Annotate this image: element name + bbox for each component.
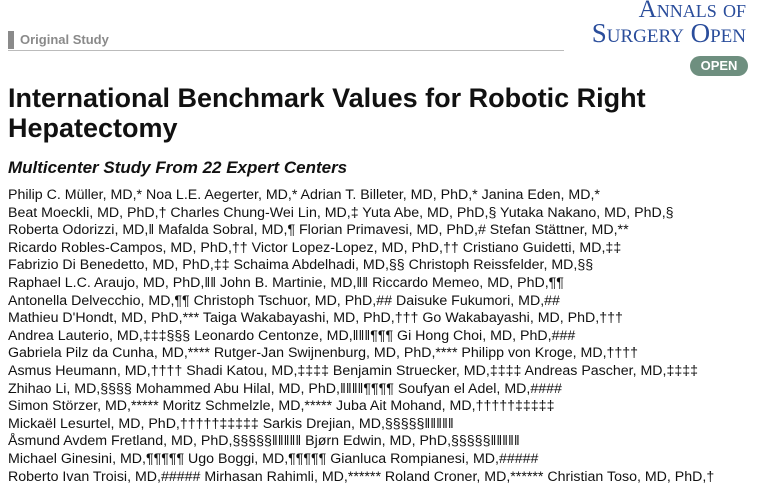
author-line: Ricardo Robles-Campos, MD, PhD,†† Victor…: [8, 239, 622, 256]
author-line: Antonella Delvecchio, MD,¶¶ Christoph Ts…: [8, 292, 560, 309]
author-line: Mathieu D'Hondt, MD, PhD,*** Taiga Wakab…: [8, 310, 623, 327]
open-badge: OPEN: [690, 56, 748, 76]
journal-name: Annals of: [638, 0, 746, 23]
header-rule: [8, 50, 564, 51]
author-line: Andrea Lauterio, MD,‡‡‡§§§ Leonardo Cent…: [8, 327, 576, 344]
journal-name: Surgery Open: [591, 18, 746, 48]
article-title: International Benchmark Values for Robot…: [8, 83, 646, 143]
author-line: Roberto Ivan Troisi, MD,##### Mirhasan R…: [8, 468, 715, 485]
author-line: Beat Moeckli, MD, PhD,† Charles Chung-We…: [8, 204, 674, 221]
author-line: Michael Ginesini, MD,¶¶¶¶¶ Ugo Boggi, MD…: [8, 450, 539, 467]
author-line: Roberta Odorizzi, MD,‖ Mafalda Sobral, M…: [8, 222, 629, 239]
author-list: Philip C. Müller, MD,* Noa L.E. Aegerter…: [8, 187, 714, 486]
author-line: Mickaël Lesurtel, MD, PhD,†††††‡‡‡‡‡ Sar…: [8, 415, 454, 432]
subtitle: Multicenter Study From 22 Expert Centers: [8, 158, 348, 177]
author-line: Åsmund Avdem Fretland, MD, PhD,§§§§§‖‖‖‖…: [8, 433, 520, 450]
author-line: Asmus Heumann, MD,†††† Shadi Katou, MD,‡…: [8, 362, 699, 379]
author-line: Fabrizio Di Benedetto, MD, PhD,‡‡ Schaim…: [8, 257, 594, 274]
author-line: Zhihao Li, MD,§§§§ Mohammed Abu Hilal, M…: [8, 380, 562, 397]
author-line: Raphael L.C. Araujo, MD, PhD,‖‖ John B. …: [8, 274, 564, 291]
author-line: Philip C. Müller, MD,* Noa L.E. Aegerter…: [8, 187, 600, 203]
author-line: Simon Störzer, MD,***** Moritz Schmelzle…: [8, 398, 555, 415]
section-label: Original Study: [8, 31, 109, 49]
author-line: Gabriela Pilz da Cunha, MD,**** Rutger-J…: [8, 345, 639, 362]
